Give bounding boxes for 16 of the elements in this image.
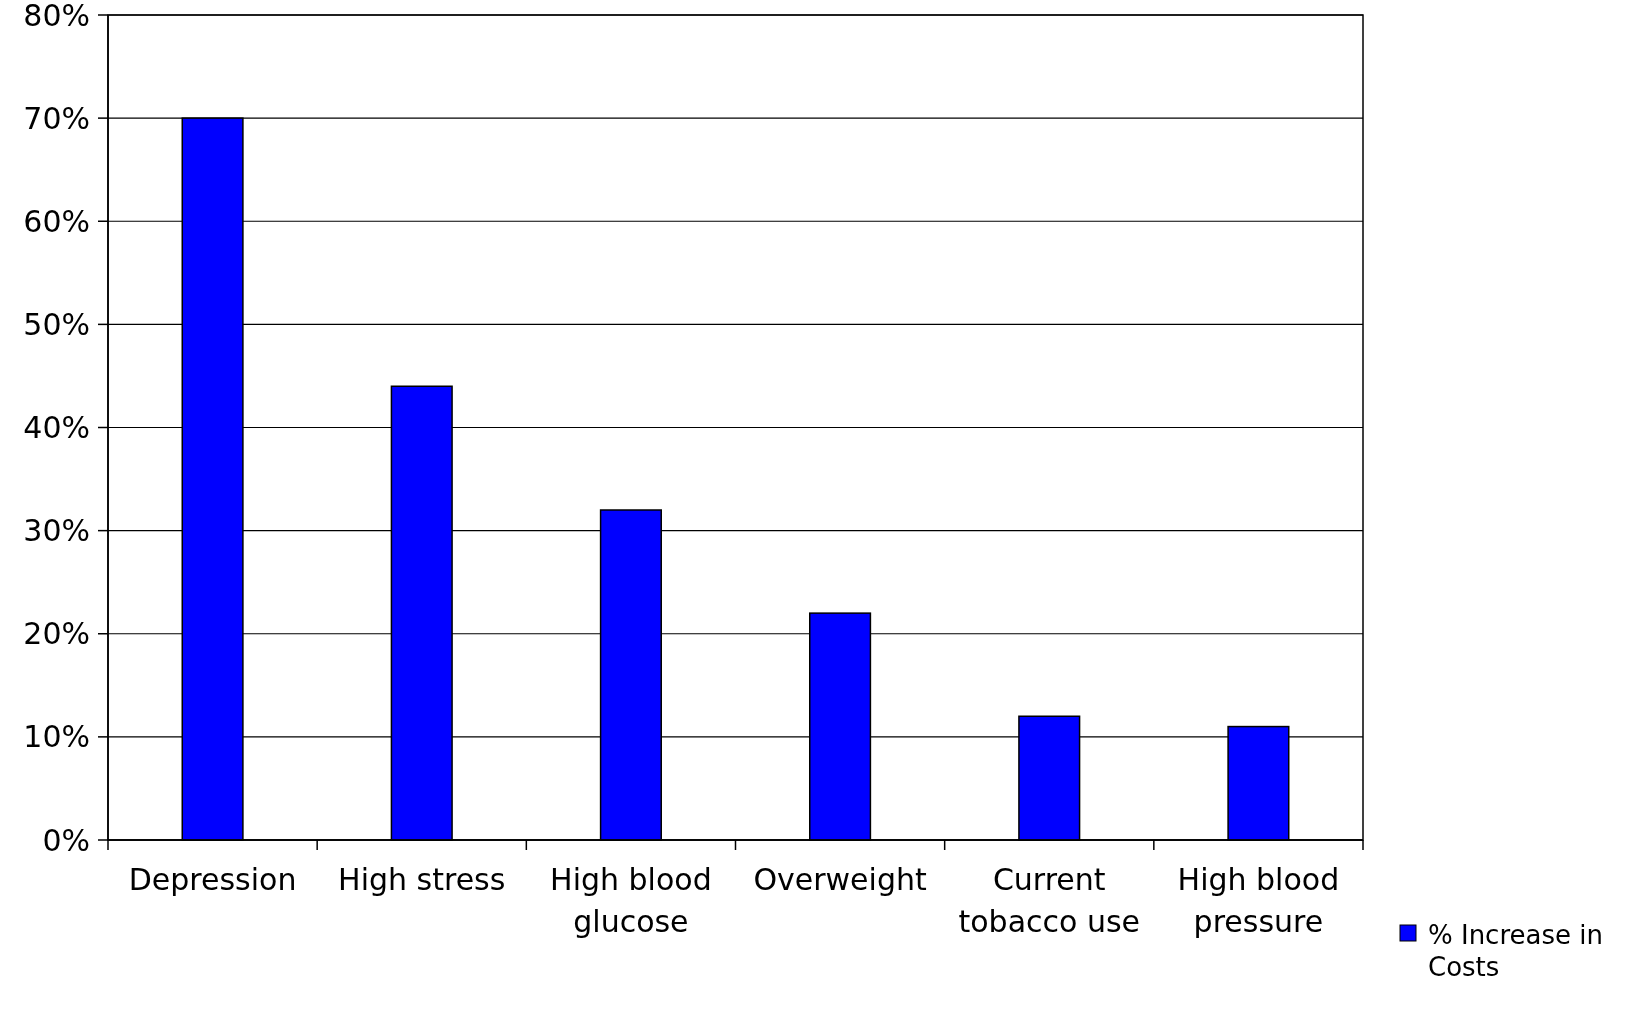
x-tick-label: High blood glucose: [550, 862, 712, 939]
y-tick-label: 60%: [23, 203, 90, 239]
x-tick-label: Overweight: [753, 862, 927, 897]
y-tick-label: 80%: [23, 0, 90, 33]
x-tick-label: Depression: [128, 862, 297, 897]
y-tick-label: 50%: [23, 306, 90, 342]
legend-label: % Increase in Costs: [1428, 920, 1603, 983]
y-tick-label: 20%: [23, 616, 90, 652]
y-tick-label: 40%: [23, 410, 90, 445]
y-tick-label: 70%: [23, 100, 90, 136]
y-tick-label: 10%: [23, 719, 90, 755]
y-tick-label: 0%: [42, 822, 90, 858]
y-tick-label: 30%: [23, 513, 90, 549]
x-tick-label: High blood pressure: [1177, 862, 1340, 939]
x-tick-label: Current tobacco use: [958, 862, 1141, 939]
x-tick-label: High stress: [338, 862, 506, 897]
